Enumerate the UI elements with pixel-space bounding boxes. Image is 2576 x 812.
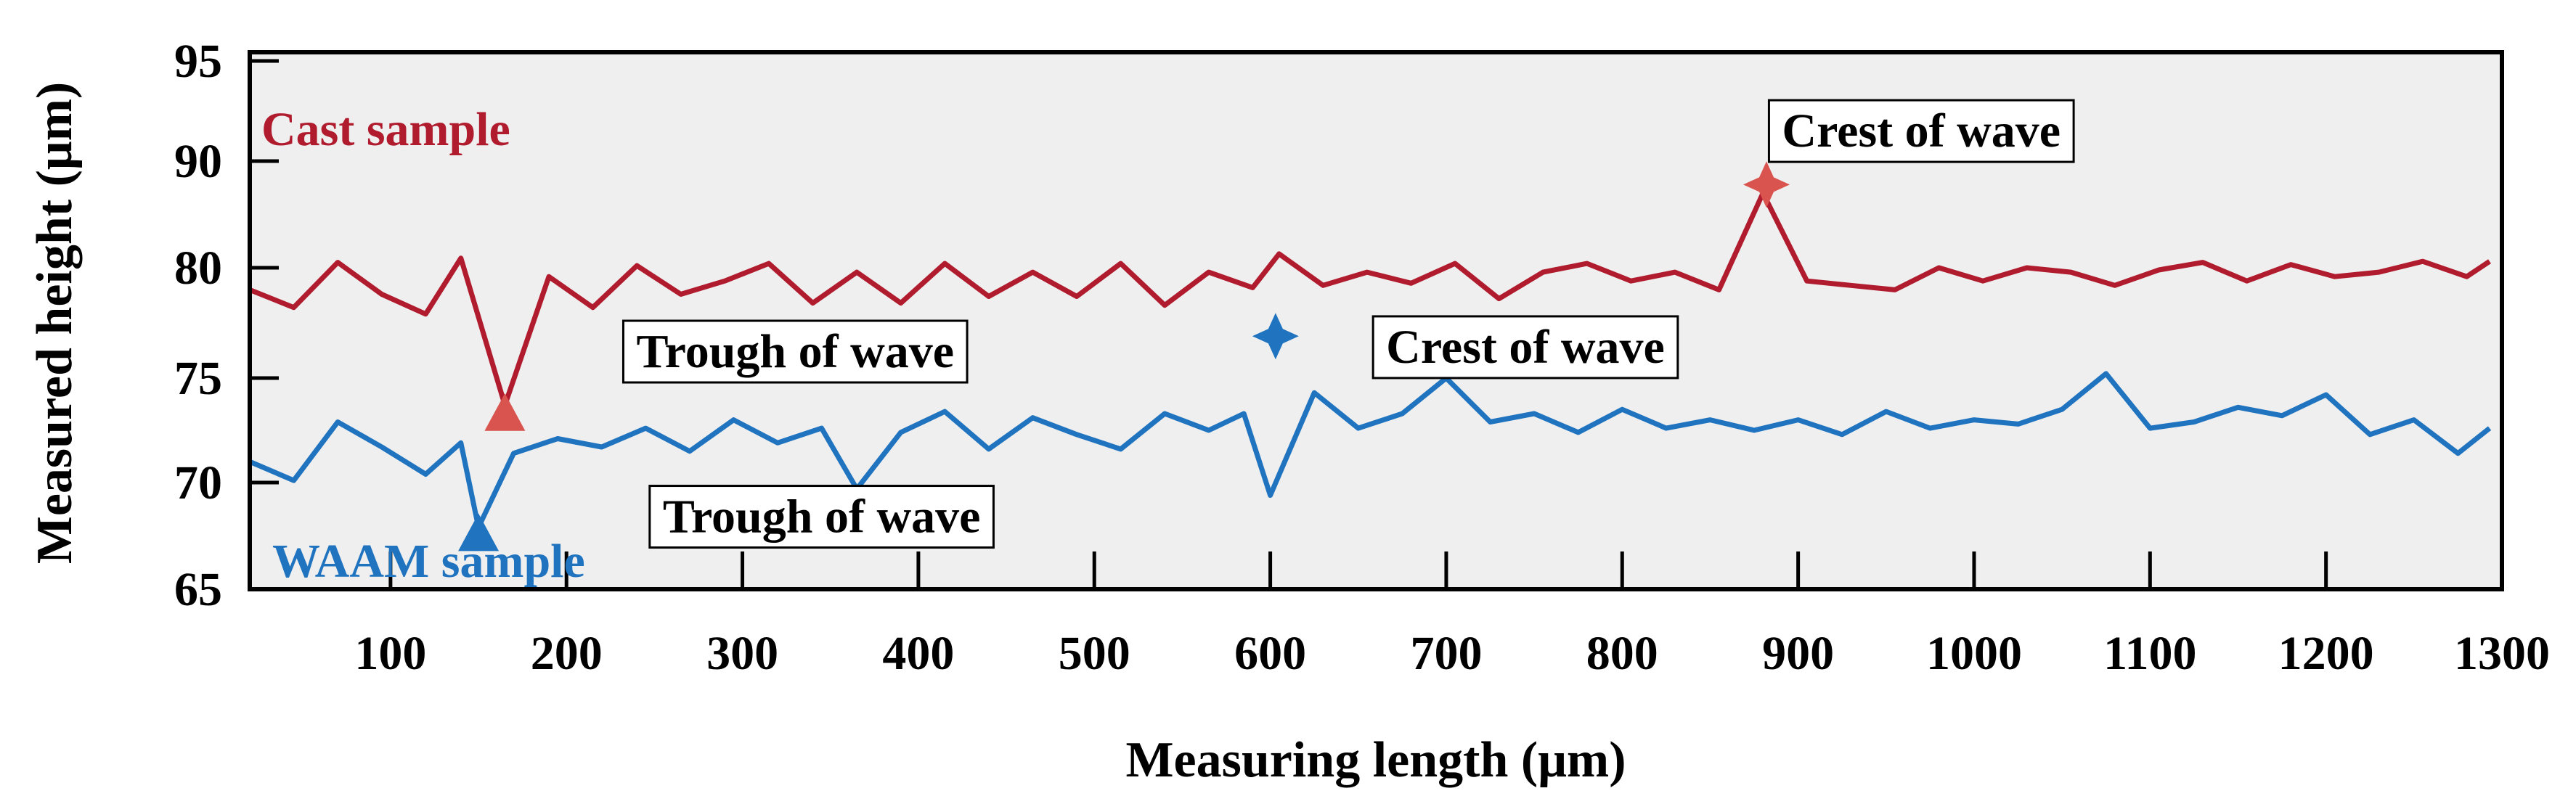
y-tick-label: 90 bbox=[174, 135, 222, 188]
x-tick-labels: 100 200 300 400 500 600 700 800 900 1000 1100 1200 1… bbox=[354, 627, 2550, 680]
y-tick-label: 80 bbox=[174, 242, 222, 295]
annotation-layer: Crest of wave Crest of wave Trough of wave… bbox=[621, 99, 2075, 549]
x-tick-label: 300 bbox=[706, 627, 778, 680]
x-tick-label: 1000 bbox=[1926, 627, 2022, 680]
y-tick-label: 75 bbox=[174, 352, 222, 405]
y-tick-label: 70 bbox=[174, 456, 222, 509]
x-axis-ticks bbox=[250, 59, 2504, 591]
annotation-text: Trough of wave bbox=[663, 491, 981, 544]
annotation-box: Trough of wave bbox=[621, 319, 969, 384]
annotation-box: Crest of wave bbox=[1767, 99, 2075, 163]
crest-marker bbox=[1743, 161, 1790, 208]
annotation-text: Trough of wave bbox=[636, 325, 954, 378]
x-tick-label: 700 bbox=[1410, 627, 1482, 680]
x-tick-label: 500 bbox=[1059, 627, 1130, 680]
x-tick-label: 1100 bbox=[2103, 627, 2196, 680]
x-tick-label: 200 bbox=[531, 627, 603, 680]
marker-layer bbox=[458, 161, 1790, 551]
x-tick-label: 400 bbox=[882, 627, 954, 680]
series-line-waam bbox=[248, 371, 2492, 530]
series-line-cast bbox=[248, 190, 2491, 408]
series-label-cast: Cast sample bbox=[261, 103, 510, 156]
x-tick-label: 900 bbox=[1762, 627, 1834, 680]
series-label-waam: WAAM sample bbox=[272, 535, 585, 588]
annotation-text: Crest of wave bbox=[1386, 321, 1665, 374]
x-tick-label: 1200 bbox=[2278, 627, 2374, 680]
plot-frame bbox=[248, 50, 2504, 591]
y-axis-title: Measured height (μm) bbox=[27, 82, 83, 564]
trough-marker bbox=[484, 393, 526, 431]
crest-marker bbox=[1252, 313, 1299, 360]
y-tick-labels: 65 70 75 80 90 95 bbox=[174, 35, 222, 616]
x-axis-title: Measuring length (μm) bbox=[1125, 732, 1626, 788]
y-tick-label: 65 bbox=[174, 563, 222, 616]
x-tick-label: 600 bbox=[1234, 627, 1306, 680]
y-tick-label: 95 bbox=[174, 35, 222, 88]
x-tick-label: 1300 bbox=[2454, 627, 2550, 680]
x-tick-label: 800 bbox=[1586, 627, 1658, 680]
x-tick-label: 100 bbox=[354, 627, 426, 680]
trough-marker bbox=[458, 513, 500, 551]
annotation-text: Crest of wave bbox=[1782, 104, 2061, 157]
annotation-box: Crest of wave bbox=[1371, 315, 1679, 380]
annotation-box: Trough of wave bbox=[648, 485, 995, 549]
